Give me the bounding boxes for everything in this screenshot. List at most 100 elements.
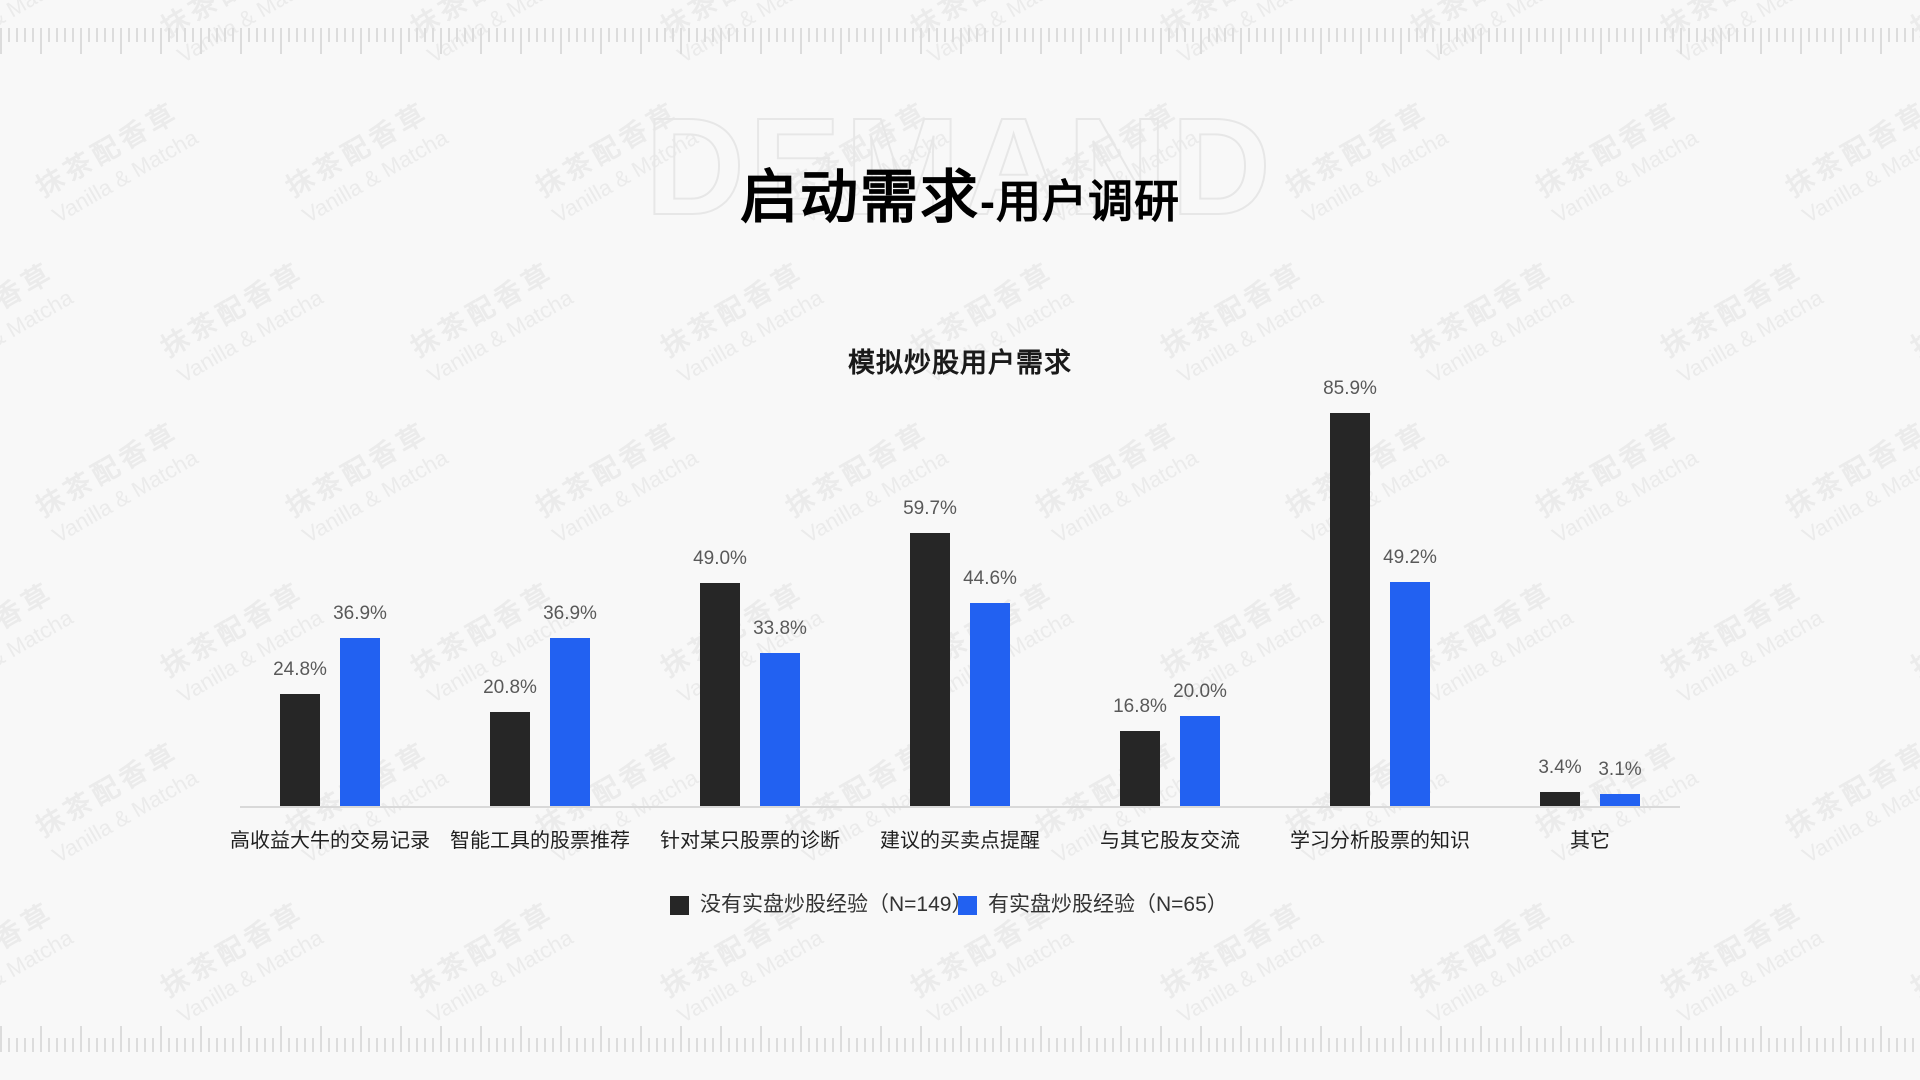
ruler-tick: [760, 28, 762, 54]
ruler-tick: [1128, 1038, 1130, 1052]
ruler-tick: [280, 1026, 282, 1052]
ruler-tick: [184, 1038, 186, 1052]
ruler-tick: [1152, 1038, 1154, 1052]
ruler-tick: [664, 28, 666, 42]
ruler-tick: [1352, 28, 1354, 42]
ruler-tick: [1624, 1038, 1626, 1052]
ruler-tick: [960, 28, 962, 54]
ruler-tick: [680, 1026, 682, 1052]
ruler-tick: [904, 1038, 906, 1052]
ruler-tick: [1584, 28, 1586, 42]
ruler-tick: [1104, 28, 1106, 42]
ruler-tick: [616, 1038, 618, 1052]
ruler-tick: [1888, 28, 1890, 42]
ruler-tick: [728, 1038, 730, 1052]
ruler-tick: [1648, 1038, 1650, 1052]
ruler-tick: [264, 28, 266, 42]
ruler-tick: [1496, 1038, 1498, 1052]
ruler-tick: [376, 1038, 378, 1052]
ruler-tick: [864, 28, 866, 42]
bar-series1-cat4: [1180, 716, 1220, 808]
ruler-tick: [584, 28, 586, 42]
ruler-tick: [104, 28, 106, 42]
ruler-tick: [1400, 28, 1402, 54]
ruler-tick: [952, 1038, 954, 1052]
ruler-tick: [152, 28, 154, 42]
ruler-tick: [1592, 28, 1594, 42]
ruler-tick: [888, 28, 890, 42]
ruler-tick: [1424, 28, 1426, 42]
ruler-tick: [192, 28, 194, 42]
ruler-tick: [1880, 28, 1882, 54]
ruler-tick: [1112, 28, 1114, 42]
ruler-tick: [272, 1038, 274, 1052]
ruler-tick: [8, 1038, 10, 1052]
ruler-tick: [752, 28, 754, 42]
ruler-tick: [552, 1038, 554, 1052]
ruler-tick: [1552, 28, 1554, 42]
ruler-tick: [1240, 28, 1242, 54]
ruler-tick: [1272, 1038, 1274, 1052]
ruler-tick: [936, 28, 938, 42]
ruler-tick: [304, 28, 306, 42]
ruler-tick: [1664, 1038, 1666, 1052]
ruler-tick: [8, 28, 10, 42]
ruler-tick: [992, 1038, 994, 1052]
ruler-tick: [1264, 28, 1266, 42]
ruler-tick: [1256, 1038, 1258, 1052]
ruler-tick: [1312, 1038, 1314, 1052]
ruler-tick: [1688, 1038, 1690, 1052]
ruler-tick: [1808, 1038, 1810, 1052]
ruler-tick: [496, 1038, 498, 1052]
ruler-tick: [912, 1038, 914, 1052]
ruler-tick: [976, 28, 978, 42]
ruler-tick: [632, 1038, 634, 1052]
ruler-tick: [120, 1026, 122, 1052]
ruler-tick: [1296, 1038, 1298, 1052]
ruler-tick: [1120, 1026, 1122, 1052]
ruler-tick: [1224, 1038, 1226, 1052]
ruler-tick: [704, 1038, 706, 1052]
category-label: 学习分析股票的知识: [1290, 830, 1470, 852]
ruler-tick: [792, 1038, 794, 1052]
bar-series0-cat6: [1540, 792, 1580, 808]
ruler-tick: [1256, 28, 1258, 42]
ruler-tick: [64, 28, 66, 42]
ruler-tick: [928, 1038, 930, 1052]
ruler-tick: [1072, 1038, 1074, 1052]
ruler-tick: [984, 28, 986, 42]
ruler-tick: [1080, 1026, 1082, 1052]
ruler-tick: [1144, 28, 1146, 42]
ruler-tick: [1408, 1038, 1410, 1052]
ruler-tick: [1328, 28, 1330, 42]
ruler-tick: [1776, 1038, 1778, 1052]
ruler-tick: [704, 28, 706, 42]
ruler-tick: [1488, 1038, 1490, 1052]
ruler-tick: [1296, 28, 1298, 42]
ruler-tick: [1392, 1038, 1394, 1052]
ruler-tick: [640, 1026, 642, 1052]
ruler-tick: [1888, 1038, 1890, 1052]
ruler-tick: [208, 1038, 210, 1052]
ruler-tick: [1056, 28, 1058, 42]
ruler-tick: [1704, 1038, 1706, 1052]
ruler-tick: [1864, 1038, 1866, 1052]
ruler-tick: [328, 1038, 330, 1052]
ruler-tick: [592, 1038, 594, 1052]
ruler-tick: [1848, 1038, 1850, 1052]
bar-series0-cat5: [1330, 413, 1370, 808]
ruler-tick: [1816, 1038, 1818, 1052]
ruler-tick: [1008, 1038, 1010, 1052]
ruler-tick: [160, 1026, 162, 1052]
ruler-tick: [336, 28, 338, 42]
ruler-tick: [504, 1038, 506, 1052]
ruler-tick: [1856, 28, 1858, 42]
ruler-tick: [1096, 1038, 1098, 1052]
ruler-tick: [1376, 1038, 1378, 1052]
ruler-tick: [520, 1026, 522, 1052]
ruler-tick: [1768, 1038, 1770, 1052]
ruler-tick: [1392, 28, 1394, 42]
ruler-tick: [1688, 28, 1690, 42]
ruler-tick: [784, 1038, 786, 1052]
ruler-tick: [1400, 1026, 1402, 1052]
